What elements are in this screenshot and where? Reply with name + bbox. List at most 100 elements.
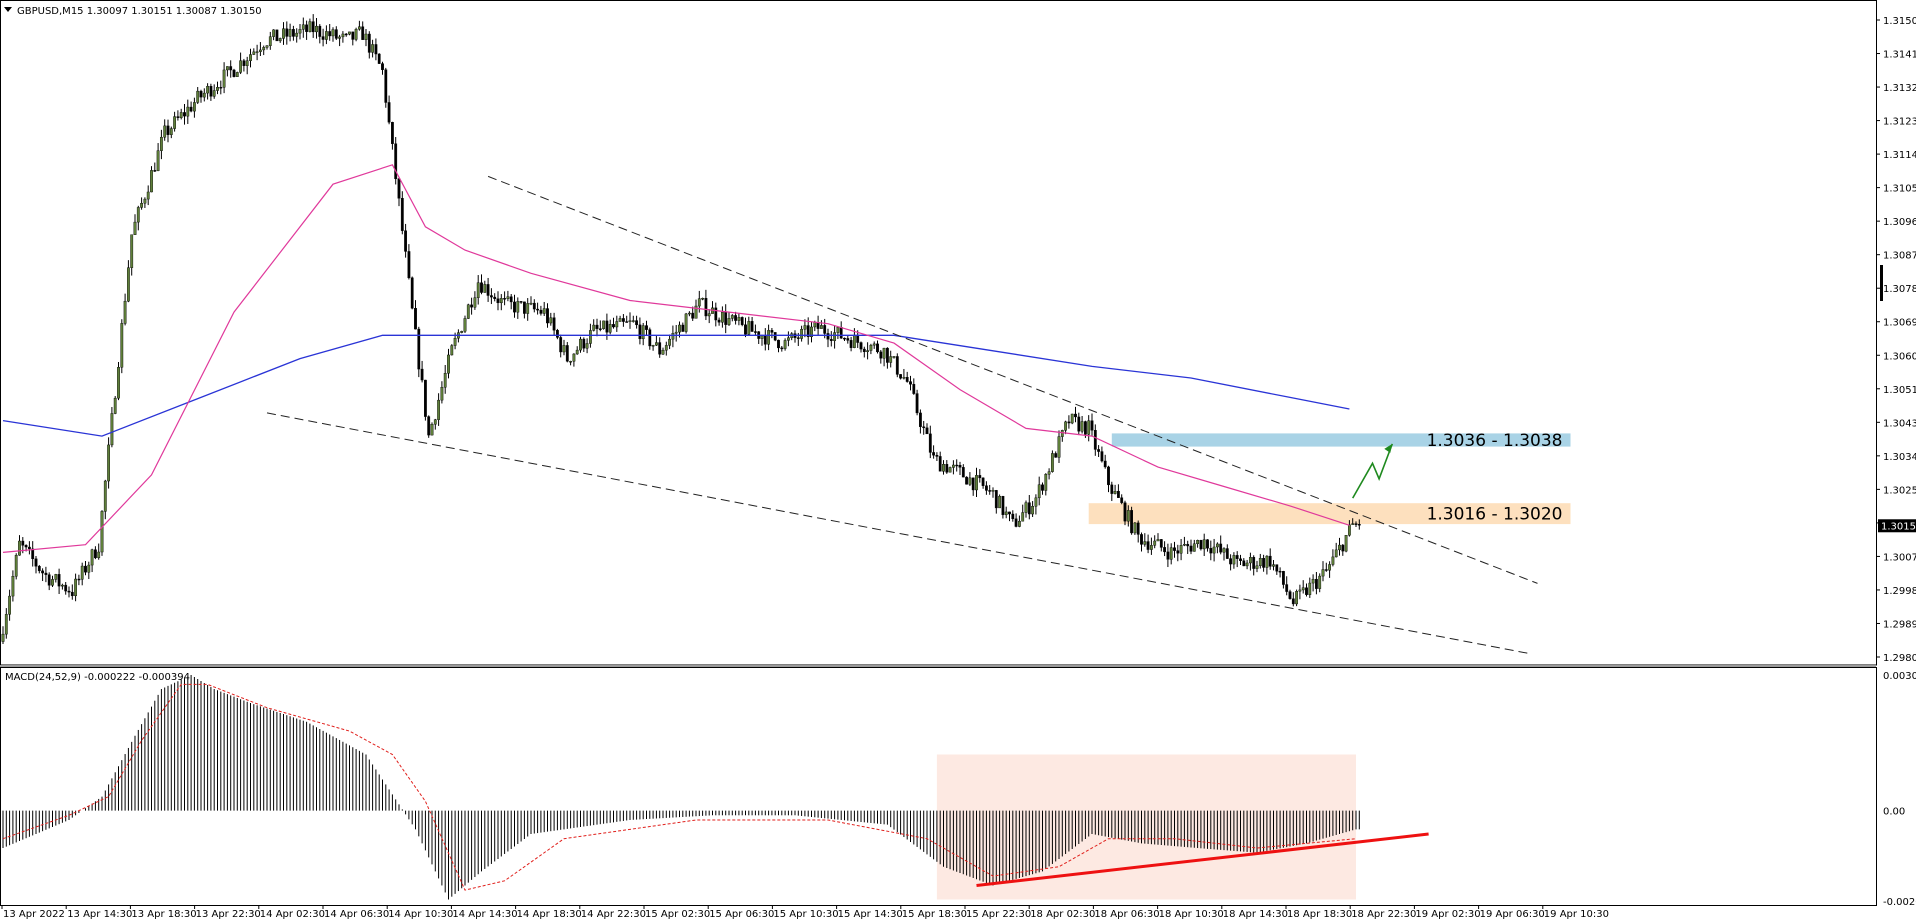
- candle-body: [853, 334, 856, 348]
- candle-body: [658, 342, 662, 355]
- candle-body: [1024, 502, 1028, 513]
- candle: [922, 420, 926, 435]
- candle-body: [1067, 421, 1071, 424]
- candle: [1166, 543, 1170, 568]
- candle: [1219, 535, 1223, 555]
- candle: [1149, 537, 1153, 555]
- price-axis[interactable]: 1.31500 1.31410 1.31320 1.31230 1.31140 1.310…: [1876, 16, 1916, 664]
- candle: [707, 309, 711, 324]
- candle-body: [1100, 451, 1104, 462]
- candle: [298, 23, 302, 40]
- candle: [701, 297, 705, 301]
- candle: [1120, 494, 1124, 505]
- time-tick-label: 14 Apr 22:30: [581, 909, 646, 920]
- candle: [1060, 429, 1064, 442]
- candle: [579, 336, 582, 353]
- candle: [529, 296, 533, 306]
- candle-body: [1004, 511, 1008, 515]
- candle: [51, 575, 54, 587]
- candle: [1110, 481, 1114, 502]
- candle: [569, 360, 573, 366]
- candle: [1011, 510, 1015, 522]
- candle: [1347, 520, 1351, 537]
- candle-body: [229, 66, 233, 71]
- candle-body: [18, 540, 21, 556]
- candle: [212, 84, 216, 99]
- candle-body: [912, 384, 916, 394]
- candle: [440, 381, 444, 404]
- candle-body: [826, 333, 830, 340]
- candle-body: [176, 116, 180, 118]
- candle: [268, 31, 272, 50]
- candle-body: [965, 476, 969, 485]
- candle: [311, 14, 315, 38]
- candle: [826, 328, 830, 348]
- candle: [173, 111, 176, 132]
- candle: [773, 332, 777, 342]
- candle-body: [51, 579, 54, 586]
- candle-body: [97, 551, 101, 559]
- macd-signal-line: [2, 683, 1357, 891]
- candle-body: [334, 29, 338, 39]
- candle: [113, 396, 117, 415]
- candle-body: [1057, 436, 1061, 458]
- candle: [150, 166, 153, 193]
- candle-body: [655, 342, 658, 346]
- candle-body: [113, 397, 117, 414]
- candle: [420, 360, 424, 383]
- zone-label-1: 1.3036 - 1.3038: [1427, 431, 1563, 451]
- candle: [770, 327, 774, 339]
- candle: [1136, 520, 1140, 543]
- candle: [1024, 500, 1028, 518]
- candle: [232, 68, 236, 78]
- candle: [612, 317, 615, 329]
- time-tick-label: 15 Apr 10:30: [773, 909, 838, 920]
- candle-body: [1186, 544, 1190, 547]
- candle: [532, 299, 536, 313]
- candle-body: [869, 344, 873, 351]
- candle: [1133, 522, 1137, 535]
- candle-body: [341, 33, 345, 38]
- candle: [945, 460, 949, 474]
- current-price-label: 1.30150: [1881, 521, 1916, 532]
- candle-body: [707, 313, 711, 317]
- candle-body: [1229, 558, 1233, 565]
- candle: [450, 344, 454, 356]
- candle-body: [704, 298, 708, 317]
- candle-body: [806, 325, 810, 338]
- price-tick-label: 1.29980: [1883, 586, 1916, 597]
- candle: [1209, 540, 1213, 561]
- candle-body: [740, 317, 744, 325]
- candle-body: [612, 324, 615, 328]
- candle-body: [641, 325, 645, 340]
- candle-body: [1225, 548, 1229, 559]
- candle-body: [74, 578, 78, 597]
- candle: [862, 346, 866, 358]
- candle: [1281, 570, 1285, 589]
- trendline-2: [266, 412, 1528, 654]
- candle-body: [796, 337, 800, 339]
- chart-frame: [0, 0, 1877, 906]
- candle-body: [697, 298, 701, 307]
- dropdown-triangle-icon[interactable]: [4, 7, 12, 12]
- candle-body: [648, 329, 652, 347]
- candle-body: [1305, 587, 1308, 595]
- candle: [189, 101, 193, 113]
- candle: [513, 294, 516, 318]
- candle-body: [1291, 598, 1295, 605]
- candle: [721, 306, 724, 328]
- candle: [565, 342, 569, 363]
- candle-body: [1097, 449, 1101, 452]
- candle-body: [305, 24, 308, 32]
- candle: [780, 345, 784, 352]
- candle: [1126, 505, 1130, 527]
- candle: [466, 303, 470, 319]
- time-tick-label: 13 Apr 22:30: [196, 909, 261, 920]
- candle-body: [1215, 543, 1219, 548]
- price-tick-label: 1.31320: [1883, 83, 1916, 94]
- candle-body: [427, 416, 431, 436]
- candle-body: [374, 44, 378, 55]
- candle: [318, 24, 322, 44]
